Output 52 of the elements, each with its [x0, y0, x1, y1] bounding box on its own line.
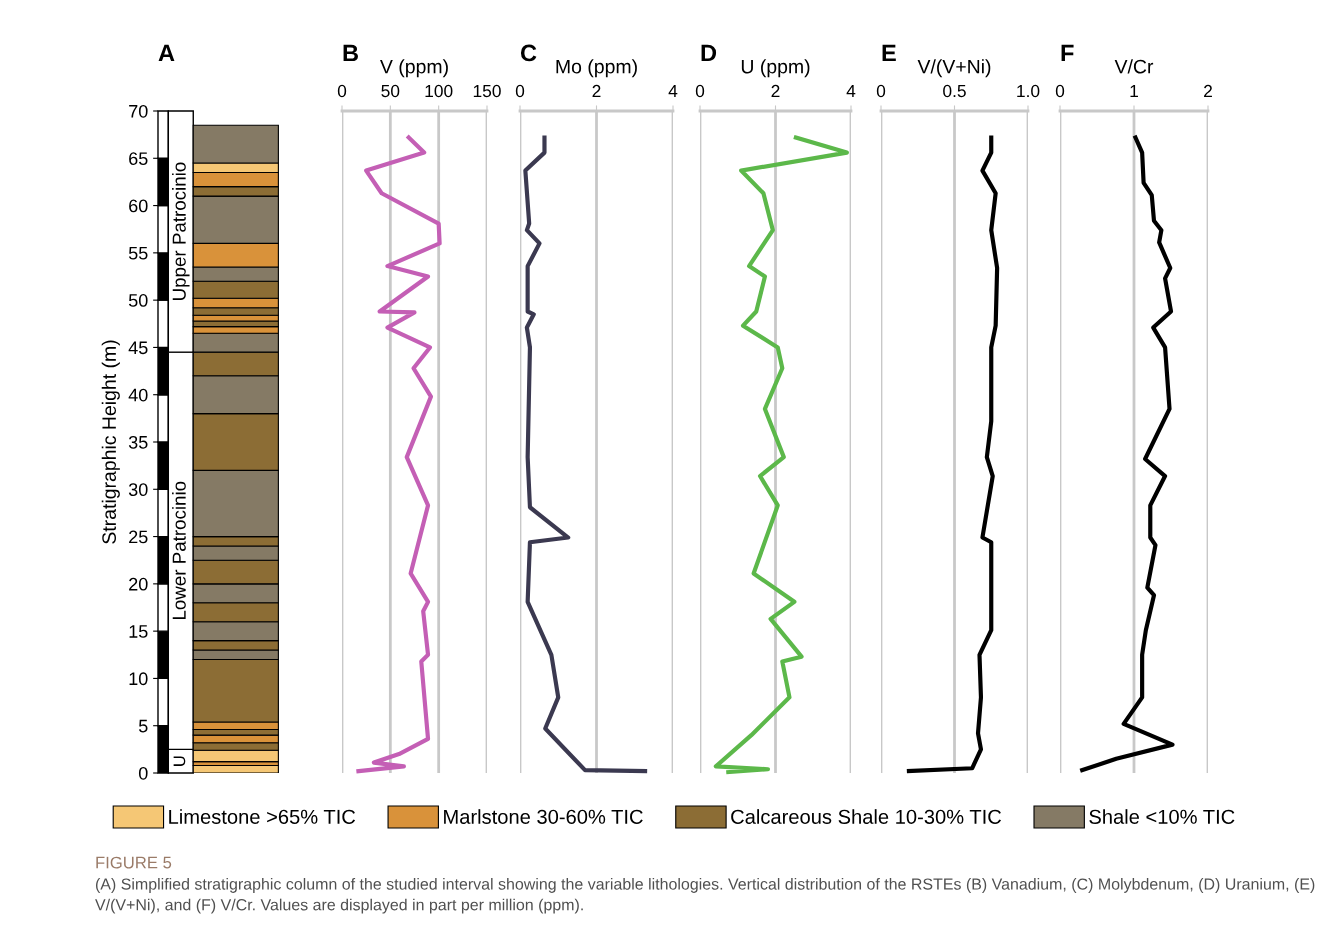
- x-tick-label: 0: [515, 84, 525, 98]
- x-tick-label: 2: [1204, 84, 1212, 97]
- text: Upper Patrocinio: [172, 162, 190, 300]
- x-axis-title: V/(V+Ni): [917, 59, 991, 78]
- y-tick-label: 40: [128, 388, 148, 402]
- y-tick-label: 10: [129, 672, 148, 686]
- y-tick-label: 65: [129, 152, 148, 166]
- x-tick-label: 0: [695, 84, 705, 98]
- y-tick-label: 25: [129, 530, 148, 544]
- y-tick-label: 50: [128, 294, 148, 307]
- y-tick-label: 60: [129, 199, 148, 213]
- caption: FIGURE 5: [96, 856, 172, 869]
- x-tick-label: 0: [1055, 84, 1065, 98]
- x-tick-label: 50: [381, 84, 400, 98]
- text: U: [173, 756, 186, 766]
- x-tick-label: 4: [846, 85, 856, 97]
- chart-title: A: [158, 44, 175, 62]
- y-tick-label: 15: [129, 625, 148, 638]
- x-axis-title: Mo (ppm): [556, 59, 637, 78]
- chart-title: C: [520, 44, 537, 62]
- x-tick-label: 0: [337, 84, 347, 98]
- x-tick-label: 2: [592, 84, 601, 97]
- text: Lower Patrocinio: [172, 481, 186, 620]
- x-axis-title: V/Cr: [1114, 59, 1154, 74]
- y-tick-label: 70: [129, 104, 148, 118]
- y-tick-label: 55: [128, 246, 148, 260]
- chart-title: D: [701, 44, 717, 62]
- text: (A) Simplified stratigraphic column of the studied interval showing the variable lithologies. Vertical distribution of the RSTEs (B) Vanadium, (C) Molybdenum, (D) Uranium, (E) V/(V+Ni), and (F) V/Cr. Values are displayed in part per million (ppm).: [95, 878, 1315, 914]
- legend-label: Limestone >65% TIC: [169, 809, 356, 824]
- x-axis-title: U (ppm): [741, 59, 810, 78]
- x-tick-label: 2: [771, 84, 780, 97]
- x-tick-label: 150: [473, 84, 501, 98]
- legend-label: Shale <10% TIC: [1089, 809, 1235, 824]
- x-tick-label: 1: [1130, 85, 1138, 97]
- y-tick-label: 5: [138, 719, 148, 733]
- y-tick-label: 45: [128, 341, 148, 355]
- x-tick-label: 4: [668, 85, 678, 97]
- y-tick-label: 0: [138, 766, 148, 780]
- chart-title: E: [882, 44, 896, 62]
- legend-label: Calcareous Shale 10-30% TIC: [731, 809, 1002, 824]
- x-tick-label: 1.0: [1017, 84, 1040, 98]
- y-tick-label: 35: [128, 435, 148, 449]
- chart-title: B: [343, 44, 358, 62]
- x-tick-label: 0: [876, 84, 886, 98]
- x-tick-label: 0.5: [943, 84, 966, 98]
- y-tick-label: 20: [129, 577, 148, 591]
- y-axis-title: Stratigraphic Height (m): [101, 340, 120, 544]
- x-axis-title: V (ppm): [380, 59, 448, 78]
- chart-title: F: [1061, 44, 1074, 62]
- legend-label: Marlstone 30-60% TIC: [444, 809, 643, 824]
- x-tick-label: 100: [425, 84, 453, 98]
- y-tick-label: 30: [128, 483, 148, 497]
